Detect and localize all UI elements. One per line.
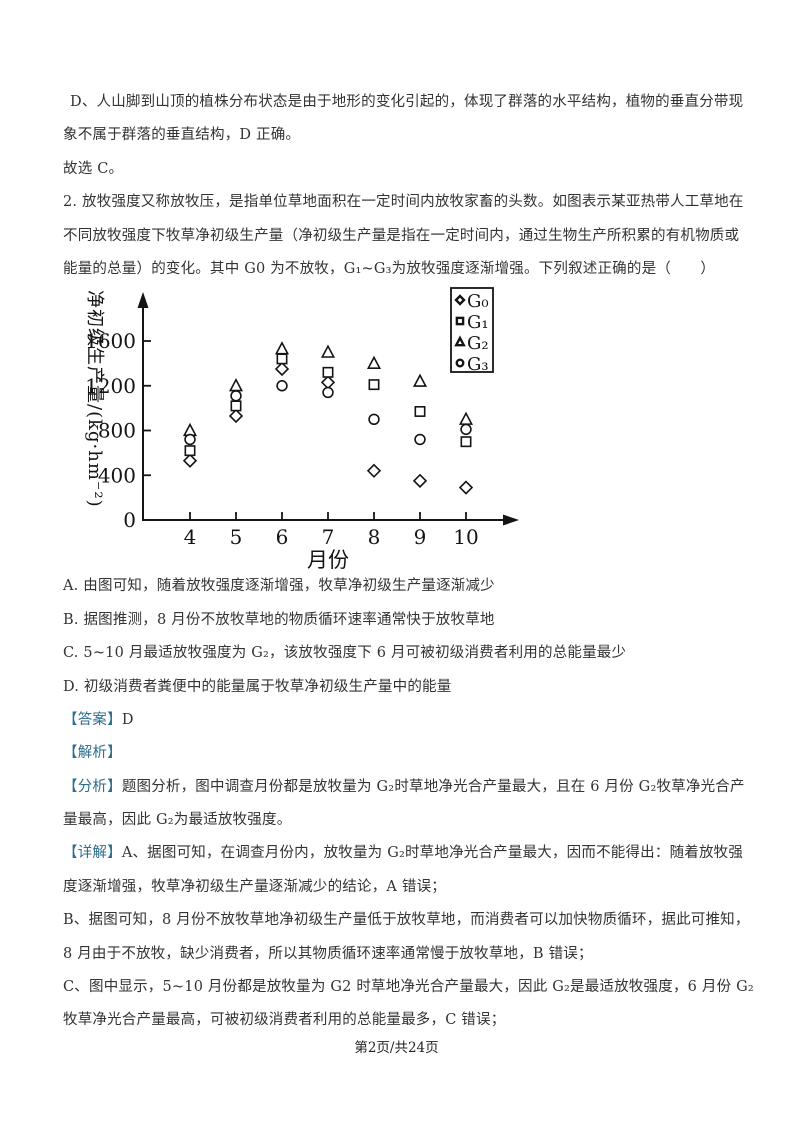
- svg-text:G₂: G₂: [467, 333, 489, 354]
- jiexi-tag: 【解析】: [63, 745, 122, 762]
- xiangjie-line-3: B、据图可知，8 月份不放牧草地净初级生产量低于放牧草地，而消费者可以加快物质循…: [63, 912, 750, 929]
- option-a: A. 由图可知，随着放牧强度逐渐增强，牧草净初级生产量逐渐减少: [63, 578, 495, 595]
- prev-answer-line-1: D、人山脚到山顶的植株分布状态是由于地形的变化引起的，体现了群落的水平结构，植物…: [70, 94, 744, 110]
- xiangjie-line-2: 度逐渐增强，牧草净初级生产量逐渐减少的结论，A 错误；: [63, 878, 446, 895]
- svg-text:G₀: G₀: [467, 291, 489, 312]
- page-footer: 第2页/共24页: [354, 1040, 439, 1056]
- fenxi-tag: 【分析】: [63, 778, 122, 795]
- question-line-1: 2. 放牧强度又称放牧压，是指单位草地面积在一定时间内放牧家畜的头数。如图表示某…: [63, 194, 744, 211]
- svg-text:1200: 1200: [85, 374, 136, 398]
- svg-text:800: 800: [98, 419, 136, 443]
- chart-y-axis-label: 净初级生产量/(kg·hm⁻²): [84, 290, 105, 508]
- svg-text:4: 4: [184, 525, 197, 549]
- svg-text:5: 5: [230, 525, 243, 549]
- answer-line: 【答案】D: [63, 704, 733, 737]
- svg-text:月份: 月份: [307, 548, 349, 570]
- svg-text:8: 8: [368, 525, 381, 549]
- chart-figure: 净初级生产量/(kg·hm⁻²) 0 400 800 1200 1600 4 5 6 7 8 9 10…: [84, 286, 555, 570]
- option-b: B. 据图推测，8 月份不放牧草地的物质循环速率通常快于放牧草地: [63, 611, 495, 628]
- svg-text:1600: 1600: [85, 329, 136, 353]
- option-c: C. 5~10 月最适放牧强度为 G₂，该放牧强度下 6 月可被初级消费者利用的…: [63, 645, 627, 662]
- fenxi-line-1: 【分析】题图分析，图中调查月份都是放牧量为 G₂时草地净光合产量最大，且在 6 …: [63, 778, 745, 795]
- answer-value: D: [121, 711, 134, 728]
- question-line-2: 不同放牧强度下牧草净初级生产量（净初级生产量是指在一定时间内，通过生物生产所积累…: [63, 227, 740, 244]
- xiangjie-line-1: 【详解】A、据图可知，在调查月份内，放牧量为 G₂时草地净光合产量最大，因而不能…: [63, 845, 744, 862]
- fenxi-line-2: 量最高，因此 G₂为最适放牧强度。: [63, 812, 292, 829]
- answer-tag: 【答案】: [63, 711, 122, 728]
- svg-text:9: 9: [414, 525, 427, 549]
- xiangjie-line-5: C、图中显示，5~10 月份都是放牧量为 G2 时草地净光合产量最大，因此 G₂…: [63, 979, 754, 996]
- xiangjie-line-6: 牧草净光合产量最高，可被初级消费者利用的总能量最多，C 错误；: [63, 1012, 506, 1029]
- question-line-3: 能量的总量）的变化。其中 G0 为不放牧，G₁~G₃为放牧强度逐渐增强。下列叙述…: [63, 260, 716, 277]
- svg-text:7: 7: [322, 525, 335, 549]
- option-d: D. 初级消费者粪便中的能量属于牧草净初级生产量中的能量: [63, 678, 452, 695]
- jiexi-line: 【解析】: [63, 737, 733, 770]
- document-body: D、人山脚到山顶的植株分布状态是由于地形的变化引起的，体现了群落的水平结构，植物…: [63, 86, 754, 1038]
- svg-text:400: 400: [98, 464, 136, 488]
- xiangjie-tag: 【详解】: [63, 845, 122, 862]
- prev-answer-line-2: 象不属于群落的垂直结构，D 正确。: [63, 127, 301, 144]
- svg-text:G₁: G₁: [467, 312, 489, 333]
- xiangjie-line-4: 8 月由于不放牧，缺少消费者，所以其物质循环速率通常慢于放牧草地，B 错误；: [63, 945, 593, 962]
- svg-text:6: 6: [276, 525, 289, 549]
- prev-answer-conclusion: 故选 C。: [63, 160, 124, 177]
- svg-text:0: 0: [123, 508, 136, 532]
- svg-text:G₃: G₃: [467, 354, 489, 375]
- svg-text:10: 10: [453, 525, 478, 549]
